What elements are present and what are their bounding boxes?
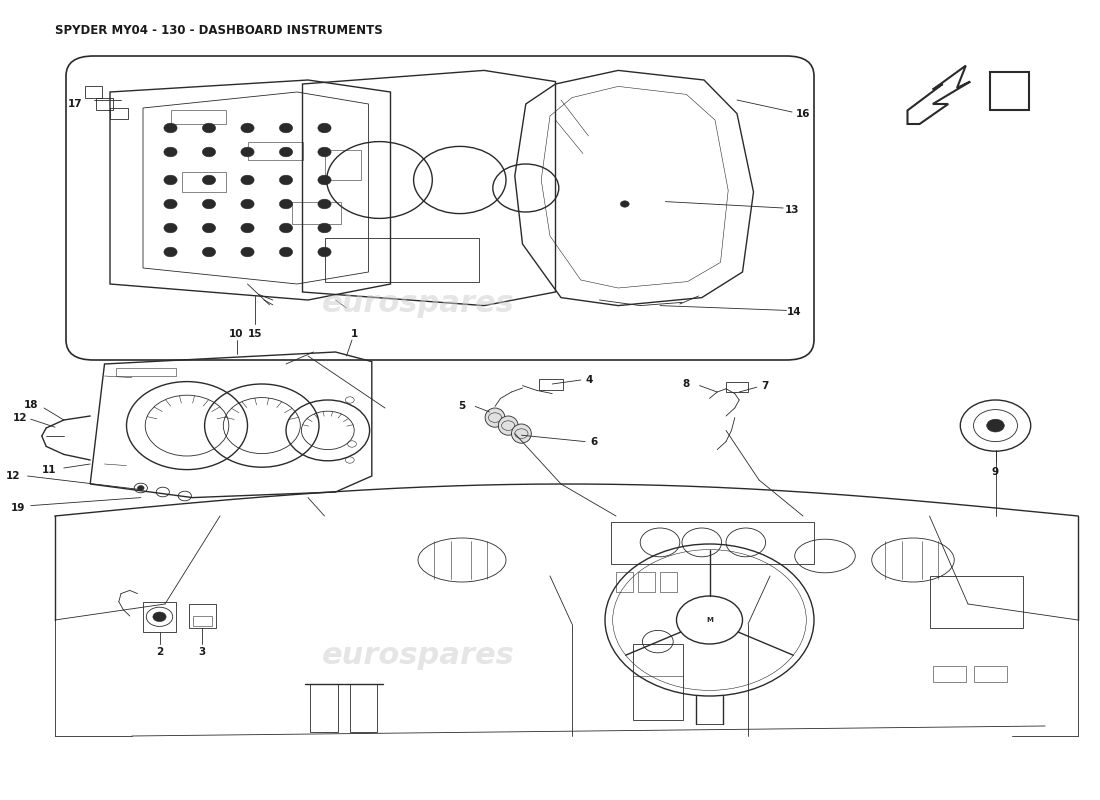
Circle shape bbox=[279, 223, 293, 233]
Circle shape bbox=[202, 223, 216, 233]
Ellipse shape bbox=[485, 408, 505, 427]
Circle shape bbox=[241, 147, 254, 157]
Circle shape bbox=[241, 175, 254, 185]
Text: 12: 12 bbox=[12, 413, 28, 422]
Bar bbox=[324, 150, 361, 180]
Circle shape bbox=[318, 223, 331, 233]
Bar bbox=[143, 602, 176, 632]
Text: M: M bbox=[706, 617, 713, 623]
Text: 18: 18 bbox=[23, 400, 38, 410]
Circle shape bbox=[164, 223, 177, 233]
Text: eurospares: eurospares bbox=[321, 642, 515, 670]
Circle shape bbox=[279, 247, 293, 257]
Bar bbox=[292, 202, 341, 224]
Bar bbox=[610, 522, 814, 564]
Text: 5: 5 bbox=[459, 401, 465, 410]
Text: 9: 9 bbox=[992, 467, 999, 477]
Ellipse shape bbox=[498, 416, 518, 435]
Circle shape bbox=[153, 612, 166, 622]
Bar bbox=[638, 572, 654, 592]
Bar bbox=[85, 86, 102, 98]
Bar bbox=[933, 666, 966, 682]
Bar bbox=[616, 572, 632, 592]
Circle shape bbox=[279, 199, 293, 209]
Circle shape bbox=[241, 223, 254, 233]
Circle shape bbox=[987, 419, 1004, 432]
Circle shape bbox=[164, 123, 177, 133]
Bar bbox=[726, 382, 748, 392]
Text: 11: 11 bbox=[42, 465, 57, 474]
Text: 7: 7 bbox=[761, 381, 768, 390]
Circle shape bbox=[279, 175, 293, 185]
Circle shape bbox=[202, 247, 216, 257]
Circle shape bbox=[318, 199, 331, 209]
Ellipse shape bbox=[512, 424, 531, 443]
Bar bbox=[974, 666, 1006, 682]
Text: 16: 16 bbox=[795, 109, 811, 118]
Bar bbox=[189, 604, 216, 628]
Circle shape bbox=[164, 175, 177, 185]
Circle shape bbox=[241, 123, 254, 133]
Circle shape bbox=[279, 123, 293, 133]
Bar bbox=[192, 616, 212, 626]
Bar bbox=[990, 72, 1028, 110]
Text: 14: 14 bbox=[786, 307, 802, 317]
Circle shape bbox=[279, 147, 293, 157]
Text: 6: 6 bbox=[591, 438, 597, 447]
Circle shape bbox=[202, 147, 216, 157]
Bar bbox=[632, 644, 683, 720]
Bar bbox=[116, 368, 176, 376]
Text: 13: 13 bbox=[784, 205, 800, 214]
Bar bbox=[96, 98, 113, 110]
Circle shape bbox=[318, 123, 331, 133]
Bar bbox=[248, 142, 302, 160]
Circle shape bbox=[318, 147, 331, 157]
Bar bbox=[110, 108, 128, 119]
Circle shape bbox=[164, 247, 177, 257]
Circle shape bbox=[318, 247, 331, 257]
Circle shape bbox=[620, 201, 629, 207]
Circle shape bbox=[138, 486, 144, 490]
Text: 8: 8 bbox=[683, 379, 690, 389]
Text: 3: 3 bbox=[199, 647, 206, 657]
Bar bbox=[182, 172, 225, 192]
Bar bbox=[324, 238, 478, 282]
Circle shape bbox=[318, 175, 331, 185]
Text: 17: 17 bbox=[67, 99, 82, 109]
Text: 12: 12 bbox=[6, 471, 21, 481]
Circle shape bbox=[241, 247, 254, 257]
Text: eurospares: eurospares bbox=[321, 290, 515, 318]
Text: 4: 4 bbox=[586, 375, 593, 385]
Circle shape bbox=[202, 123, 216, 133]
Text: 1: 1 bbox=[351, 330, 358, 339]
Circle shape bbox=[202, 175, 216, 185]
Text: 2: 2 bbox=[156, 647, 163, 657]
Circle shape bbox=[164, 147, 177, 157]
Circle shape bbox=[241, 199, 254, 209]
Circle shape bbox=[164, 199, 177, 209]
Text: 10: 10 bbox=[229, 330, 244, 339]
Bar bbox=[170, 110, 226, 124]
Circle shape bbox=[202, 199, 216, 209]
Bar bbox=[930, 576, 1023, 628]
Text: 19: 19 bbox=[10, 503, 25, 513]
Bar bbox=[660, 572, 676, 592]
Text: SPYDER MY04 - 130 - DASHBOARD INSTRUMENTS: SPYDER MY04 - 130 - DASHBOARD INSTRUMENT… bbox=[55, 24, 383, 37]
Bar bbox=[539, 379, 563, 390]
Text: 15: 15 bbox=[248, 330, 263, 339]
